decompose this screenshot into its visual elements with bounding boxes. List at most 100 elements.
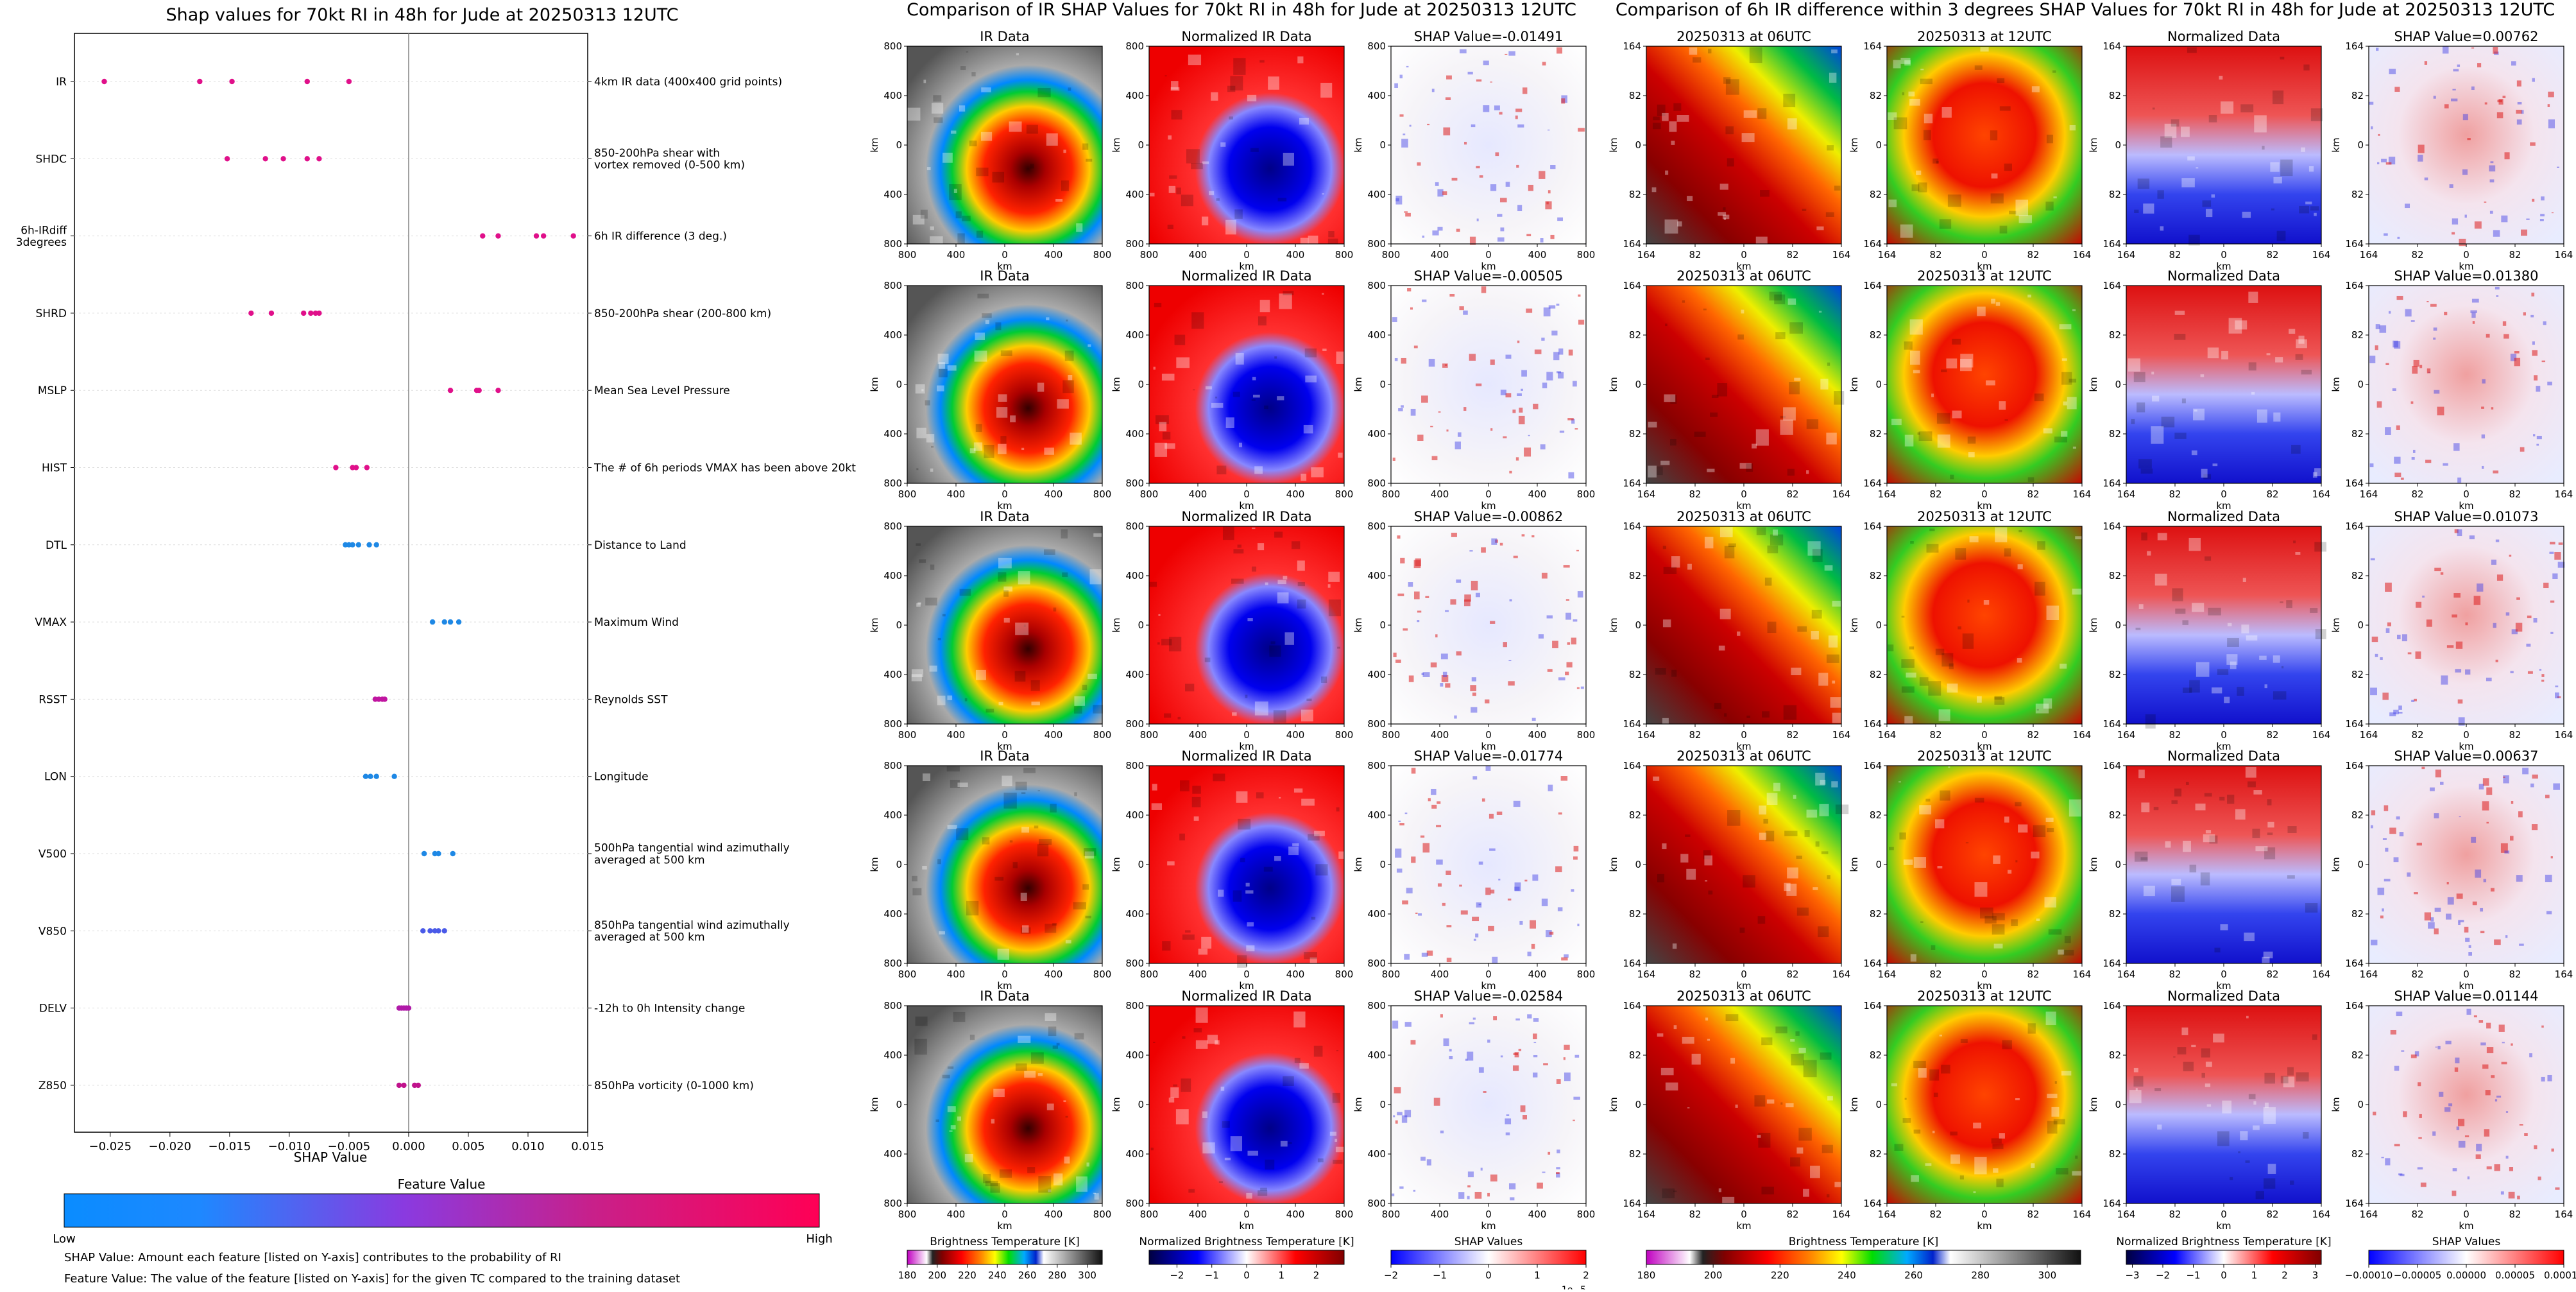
texture-speck	[2305, 902, 2318, 913]
y-tick-label: 164	[2345, 280, 2364, 291]
texture-speck	[1431, 89, 1435, 92]
shap-point	[308, 310, 314, 316]
x-tick-label: 0.000	[392, 1140, 425, 1153]
texture-speck	[1247, 94, 1257, 101]
texture-speck	[2252, 829, 2260, 838]
texture-speck	[2531, 824, 2538, 831]
texture-speck	[1563, 1057, 1565, 1060]
texture-speck	[1181, 194, 1193, 207]
texture-speck	[1449, 1049, 1452, 1052]
texture-speck	[1478, 1067, 1484, 1073]
x-tick-label: 0	[2463, 249, 2469, 261]
texture-speck	[2221, 101, 2234, 114]
texture-speck	[1204, 657, 1211, 662]
texture-speck	[1819, 804, 1829, 816]
texture-speck	[1832, 712, 1845, 723]
texture-speck	[1741, 133, 1755, 142]
y-tick-label: 400	[1125, 669, 1144, 680]
texture-speck	[1728, 543, 1736, 547]
texture-speck	[1560, 776, 1568, 781]
texture-speck	[1446, 429, 1449, 432]
y-tick-label: 164	[2103, 718, 2121, 730]
texture-speck	[1925, 798, 1931, 802]
texture-speck	[1392, 457, 1395, 461]
texture-speck	[2183, 1062, 2194, 1072]
texture-speck	[2375, 324, 2380, 329]
texture-speck	[2434, 908, 2441, 912]
y-tick-label: 164	[2345, 478, 2364, 489]
texture-speck	[2446, 645, 2454, 648]
texture-speck	[2287, 1067, 2294, 1076]
texture-speck	[2516, 110, 2522, 114]
texture-speck	[1300, 237, 1309, 248]
texture-speck	[1786, 1103, 1794, 1108]
texture-speck	[2255, 846, 2268, 852]
x-tick-label: 82	[1786, 969, 1798, 980]
feature-code-label: HIST	[42, 462, 67, 475]
y-tick-label: 800	[883, 478, 902, 489]
shap-point	[391, 773, 397, 779]
texture-speck	[2295, 354, 2303, 360]
x-tick-label: 400	[947, 1209, 966, 1220]
y-tick-label: 800	[883, 718, 902, 730]
texture-speck	[2369, 463, 2374, 467]
texture-speck	[1950, 1154, 1961, 1164]
texture-speck	[1395, 659, 1401, 663]
texture-speck	[1515, 108, 1523, 112]
texture-speck	[1829, 73, 1837, 83]
texture-speck	[1660, 1067, 1674, 1076]
texture-speck	[1950, 474, 1954, 479]
texture-speck	[1438, 411, 1441, 413]
texture-speck	[2264, 1102, 2269, 1108]
texture-speck	[1278, 797, 1281, 799]
texture-speck	[912, 888, 922, 896]
texture-speck	[1064, 350, 1074, 361]
texture-speck	[1571, 418, 1575, 424]
x-tick-label: 82	[2509, 249, 2521, 261]
texture-speck	[1925, 1163, 1932, 1166]
texture-speck	[1571, 637, 1576, 645]
texture-speck	[937, 859, 941, 865]
texture-speck	[1997, 78, 2005, 83]
x-tick-label: 0	[2221, 969, 2227, 980]
texture-speck	[1322, 193, 1324, 195]
texture-speck	[1557, 371, 1562, 374]
x-axis-label: km	[1481, 261, 1496, 272]
texture-speck	[1173, 1084, 1178, 1087]
y-tick-label: 82	[2351, 669, 2364, 680]
panel-title: SHAP Value=0.01073	[2394, 509, 2539, 524]
texture-speck	[935, 1119, 939, 1123]
texture-speck	[962, 216, 971, 221]
texture-speck	[2385, 628, 2390, 633]
texture-speck	[2465, 669, 2471, 675]
shap-row-gridlines	[74, 81, 588, 1086]
texture-speck	[1061, 180, 1069, 191]
x-tick-label: 164	[2360, 1209, 2378, 1220]
y-tick-label: 400	[1125, 1148, 1144, 1160]
texture-speck	[966, 51, 969, 53]
texture-speck	[950, 1125, 956, 1130]
texture-speck	[1154, 442, 1168, 457]
x-tick-label: 164	[1832, 1209, 1851, 1220]
panel-image	[907, 526, 1102, 724]
shap-point	[382, 696, 388, 702]
texture-speck	[2434, 567, 2441, 571]
y-tick-label: 400	[1125, 329, 1144, 341]
texture-speck	[1490, 184, 1497, 191]
texture-speck	[2490, 888, 2495, 892]
texture-speck	[2009, 211, 2017, 214]
texture-speck	[2471, 47, 2475, 49]
texture-speck	[1795, 1031, 1800, 1036]
texture-speck	[2557, 562, 2565, 568]
texture-speck	[1526, 308, 1533, 313]
texture-speck	[2299, 205, 2310, 214]
shap-point	[441, 619, 447, 625]
texture-speck	[930, 236, 943, 248]
texture-speck	[1657, 1033, 1664, 1037]
texture-speck	[1818, 311, 1822, 313]
texture-speck	[1557, 47, 1563, 54]
texture-speck	[1828, 635, 1838, 648]
texture-speck	[1909, 350, 1920, 365]
texture-speck	[2018, 215, 2033, 223]
